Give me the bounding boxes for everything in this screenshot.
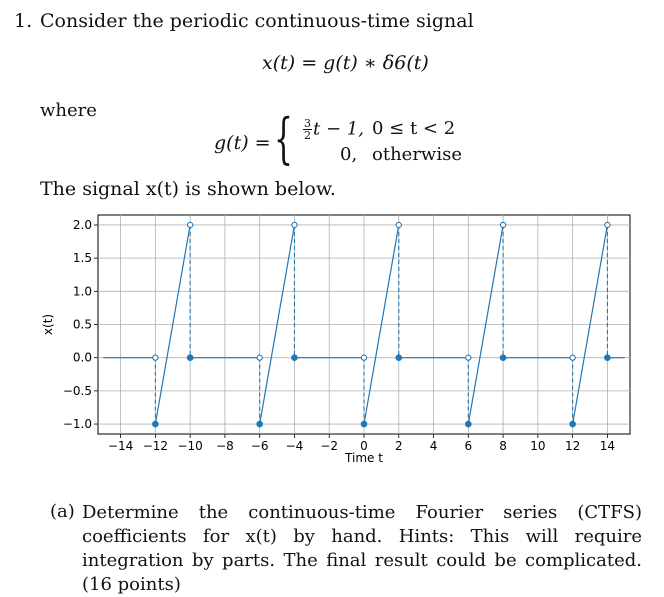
open-point — [186, 221, 194, 229]
filled-point — [465, 420, 472, 428]
case1-fraction: 3 2 — [303, 117, 312, 142]
signal-plot: −14 −12 −10 −8 −6 −4 −2 0 2 4 6 8 10 12 14 −1.0 −0.5 0.0 0… — [41, 214, 631, 465]
open-point — [499, 221, 507, 229]
filled-point — [186, 354, 194, 361]
open-point — [152, 354, 159, 361]
filled-point — [152, 420, 159, 428]
shown-below-text: The signal x(t) is shown below. — [40, 178, 336, 200]
jump-dashes — [154, 224, 608, 425]
question-number: 1. — [14, 10, 33, 32]
x-tick-label: 6 — [464, 439, 472, 453]
y-tick-label: −0.5 — [63, 384, 92, 398]
filled-point — [360, 420, 368, 428]
x-tick-label: 12 — [565, 439, 580, 453]
x-tick-label: −6 — [251, 439, 269, 453]
x-tick-label: −8 — [216, 439, 234, 453]
piecewise-brace: { — [274, 107, 293, 170]
y-tick-label: 0.5 — [73, 318, 92, 332]
main-equation: x(t) = g(t) ∗ δ6(t) — [262, 52, 429, 74]
case1-condition: 0 ≤ t < 2 — [372, 118, 456, 139]
x-tick-label: 8 — [499, 439, 507, 453]
y-tick-label: 1.5 — [73, 251, 92, 265]
x-tick-label: −12 — [143, 439, 168, 453]
x-tick-label: 4 — [430, 439, 438, 453]
x-tick-label: −2 — [320, 439, 338, 453]
x-tick-label: 0 — [360, 439, 368, 453]
open-point — [291, 221, 298, 229]
x-tick-label: 2 — [395, 439, 403, 453]
filled-point — [395, 354, 403, 361]
open-point — [395, 221, 402, 229]
x-axis-label: Time t — [344, 451, 383, 465]
x-tick-label: −4 — [286, 439, 304, 453]
case2-expression: 0, — [340, 144, 358, 165]
open-point — [569, 354, 576, 361]
open-point — [360, 354, 368, 361]
case2-condition: otherwise — [372, 144, 462, 165]
x-tick-label: −14 — [108, 439, 133, 453]
y-tick-label: 2.0 — [73, 218, 92, 232]
open-point — [465, 354, 472, 361]
y-tick-label: 1.0 — [73, 284, 92, 298]
filled-point — [604, 354, 611, 361]
filled-point — [256, 420, 263, 428]
grid-lines — [98, 215, 630, 434]
x-tick-label: 10 — [530, 439, 545, 453]
part-a-text: Determine the continuous-time Fourier se… — [82, 502, 642, 595]
x-tick-label: 14 — [600, 439, 615, 453]
y-tick-label: 0.0 — [73, 351, 92, 365]
y-axis-label: x(t) — [41, 314, 55, 335]
axis-ticks: −14 −12 −10 −8 −6 −4 −2 0 2 4 6 8 10 12 14 −1.0 −0.5 0.0 0… — [63, 218, 615, 453]
case1-expression: 3 2 t − 1, — [303, 117, 364, 142]
filled-point — [569, 420, 576, 428]
open-point — [256, 354, 263, 361]
y-tick-label: −1.0 — [63, 417, 92, 431]
filled-point — [291, 354, 298, 361]
part-a-label: (a) — [50, 501, 75, 522]
signal-path — [103, 224, 625, 425]
x-tick-label: −10 — [177, 439, 202, 453]
open-point — [604, 221, 611, 229]
g-definition-lhs: g(t) = — [214, 132, 271, 154]
where-label: where — [40, 100, 97, 121]
point-markers — [152, 221, 611, 428]
question-intro: Consider the periodic continuous-time si… — [40, 10, 474, 32]
filled-point — [499, 354, 507, 361]
